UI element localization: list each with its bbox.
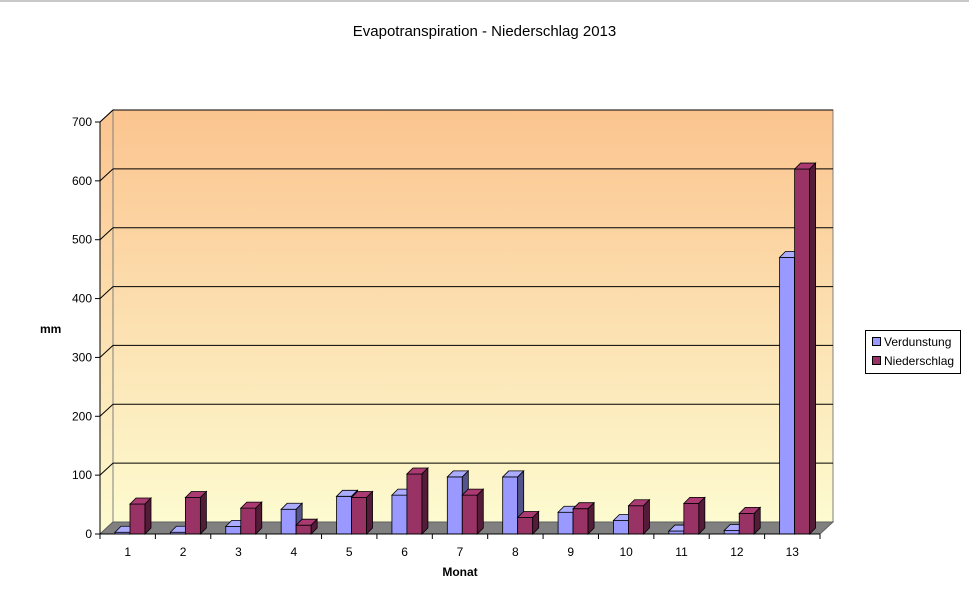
legend-label-verdunstung: Verdunstung <box>884 335 952 349</box>
legend-item-niederschlag: Niederschlag <box>872 353 954 369</box>
bar-side <box>144 497 152 535</box>
side-wall <box>99 108 114 536</box>
gridlines <box>99 109 833 476</box>
bar-front <box>683 502 700 535</box>
y-tick-label: 700 <box>72 115 92 129</box>
y-tick-label: 200 <box>72 409 92 423</box>
bar-side <box>587 501 595 535</box>
bar-front <box>738 513 755 535</box>
bar-side <box>809 162 817 535</box>
bar-side <box>199 490 207 535</box>
bar-niederschlag-6 <box>405 467 429 535</box>
x-tick-label: 8 <box>512 545 519 559</box>
bar-front <box>557 511 574 535</box>
chart-title: Evapotranspiration - Niederschlag 2013 <box>352 23 617 40</box>
bar-front <box>391 494 408 535</box>
bar-front <box>628 505 644 535</box>
bar-niederschlag-2 <box>184 490 208 535</box>
x-tick-label: 13 <box>786 545 800 559</box>
bar-side <box>255 501 263 535</box>
y-tick-label: 500 <box>72 233 92 247</box>
bar-front <box>406 473 423 535</box>
bar-niederschlag-9 <box>572 501 596 535</box>
bar-side <box>366 490 373 535</box>
x-tick-label: 7 <box>457 545 464 559</box>
bars <box>114 162 817 535</box>
bar-niederschlag-8 <box>516 510 540 535</box>
gridline-side <box>99 403 114 417</box>
bar-front <box>572 508 589 535</box>
bar-niederschlag-13 <box>793 162 817 535</box>
x-tick-label: 12 <box>730 545 744 559</box>
back-wall <box>112 109 834 523</box>
x-tick-label: 5 <box>346 545 353 559</box>
legend-item-verdunstung: Verdunstung <box>872 334 951 350</box>
bar-side <box>421 467 429 535</box>
y-tick-label: 600 <box>72 174 92 188</box>
bar-side <box>698 496 706 535</box>
legend-swatch-verdunstung <box>872 337 881 346</box>
bar-front <box>723 530 740 535</box>
bar-side <box>310 518 318 535</box>
bar-side <box>643 498 650 535</box>
gridline-side <box>99 109 114 123</box>
bar-niederschlag-7 <box>461 488 485 535</box>
legend-swatch-niederschlag <box>872 356 881 365</box>
x-tick-label: 3 <box>235 545 242 559</box>
gridline-side <box>99 462 114 476</box>
bar-front <box>129 503 146 535</box>
y-tick-label: 300 <box>72 350 92 364</box>
bar-niederschlag-3 <box>239 501 263 535</box>
bar-front <box>225 525 242 535</box>
bar-front <box>351 497 367 535</box>
bar-front <box>517 517 534 535</box>
bar-front <box>280 508 297 535</box>
y-tick-label: 400 <box>72 292 92 306</box>
bar-niederschlag-5 <box>350 490 374 535</box>
x-axis-label: Monat <box>442 565 478 579</box>
bar-front <box>446 476 463 535</box>
bar-front <box>794 168 811 535</box>
y-tick-label: 0 <box>85 527 92 541</box>
bar-front <box>779 256 796 535</box>
legend-label-niederschlag: Niederschlag <box>884 354 955 368</box>
gridline-side <box>99 345 114 358</box>
bar-niederschlag-1 <box>129 497 152 535</box>
bar-front <box>502 476 519 535</box>
x-tick-label: 6 <box>401 545 408 559</box>
bar-front <box>461 494 478 535</box>
gridline-side <box>99 286 114 299</box>
y-axis-label: mm <box>40 322 62 336</box>
top-border <box>0 0 969 2</box>
gridline-side <box>99 168 114 182</box>
x-tick-label: 2 <box>180 545 187 559</box>
bar-front <box>240 507 257 535</box>
bar-side <box>532 510 540 535</box>
x-tick-label: 9 <box>567 545 574 559</box>
bar-side <box>476 488 484 535</box>
bar-niederschlag-12 <box>738 506 762 535</box>
x-tick-label: 1 <box>124 545 131 559</box>
bar-front <box>184 497 201 535</box>
gridline-side <box>99 227 114 241</box>
legend: Verdunstung Niederschlag <box>865 330 961 374</box>
bar-front <box>613 520 629 535</box>
y-tick-label: 100 <box>72 468 92 482</box>
x-tick-label: 10 <box>619 545 633 559</box>
bar-niederschlag-11 <box>682 496 706 535</box>
bar-front <box>336 495 352 535</box>
bar-side <box>753 506 761 535</box>
bar-front <box>295 524 312 535</box>
bar-niederschlag-10 <box>627 498 651 535</box>
x-tick-label: 4 <box>291 545 298 559</box>
x-tick-label: 11 <box>675 545 688 559</box>
